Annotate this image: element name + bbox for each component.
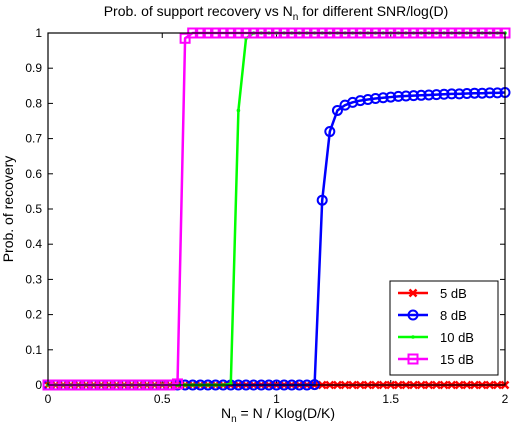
y-tick-label: 0.1	[25, 343, 42, 357]
y-axis-label: Prob. of recovery	[0, 156, 16, 263]
y-tick-label: 0.8	[25, 96, 42, 110]
y-tick-label: 0.5	[25, 202, 42, 216]
x-tick-label: 1.5	[382, 392, 399, 406]
data-point	[331, 104, 343, 116]
data-point	[324, 126, 336, 138]
legend-label: 15 dB	[440, 352, 474, 367]
legend-item-8-db: 8 dB	[398, 308, 467, 323]
x-tick-label: 0.5	[154, 392, 171, 406]
x-tick-label: 1	[273, 392, 280, 406]
legend-marker	[407, 353, 419, 365]
axes-frame	[47, 32, 506, 386]
data-point	[446, 88, 458, 100]
legend-item-10-db: 10 dB	[398, 330, 474, 345]
x-tick-label: 0	[45, 392, 52, 406]
x-axis-label: Nn = N / Klog(D/K)	[221, 405, 335, 425]
data-point	[316, 194, 328, 206]
x-tick-label: 2	[502, 392, 509, 406]
data-point	[377, 92, 389, 104]
data-point	[408, 90, 420, 102]
legend-label: 8 dB	[440, 308, 467, 323]
x-axis-label-tail: = N / Klog(D/K)	[237, 405, 335, 421]
data-point	[354, 95, 366, 107]
legend: 5 dB 8 dB 10 dB 15 dB	[389, 280, 499, 376]
data-point	[385, 91, 397, 103]
y-tick-label: 0.9	[25, 61, 42, 75]
chart-title-main: Prob. of support recovery vs N	[104, 3, 293, 19]
legend-label: 10 dB	[440, 330, 474, 345]
chart-title-subscript: n	[293, 12, 299, 23]
legend-marker	[411, 335, 415, 339]
x-axis-label-main: N	[221, 405, 231, 421]
y-tick-label: 1	[35, 26, 42, 40]
y-tick-label: 0	[35, 378, 42, 392]
x-axis-label-subscript: n	[231, 414, 237, 425]
data-point	[236, 108, 241, 113]
data-point	[415, 89, 427, 101]
data-point	[430, 89, 442, 101]
y-tick-label: 0.7	[25, 132, 42, 146]
legend-marker	[407, 309, 419, 321]
data-point	[469, 87, 481, 99]
data-point	[171, 378, 183, 390]
chart-title: Prob. of support recovery vs Nn for diff…	[104, 3, 449, 23]
data-point	[362, 94, 374, 106]
data-point	[438, 88, 450, 100]
data-point	[484, 87, 496, 99]
data-point	[491, 87, 503, 99]
data-point	[461, 88, 473, 100]
data-point	[392, 90, 404, 102]
y-tick-label: 0.2	[25, 308, 42, 322]
legend-item-5-db: 5 dB	[398, 286, 467, 301]
y-tick-label: 0.6	[25, 167, 42, 181]
data-point	[347, 96, 359, 108]
chart-title-tail: for different SNR/log(D)	[298, 3, 448, 19]
data-point	[370, 92, 382, 104]
y-tick-label: 0.3	[25, 272, 42, 286]
legend-label: 5 dB	[440, 286, 467, 301]
data-point	[476, 87, 488, 99]
data-point	[453, 88, 465, 100]
y-tick-label: 0.4	[25, 237, 42, 251]
legend-marker	[408, 288, 418, 298]
data-point	[400, 90, 412, 102]
legend-item-15-db: 15 dB	[398, 352, 474, 367]
data-point	[423, 89, 435, 101]
